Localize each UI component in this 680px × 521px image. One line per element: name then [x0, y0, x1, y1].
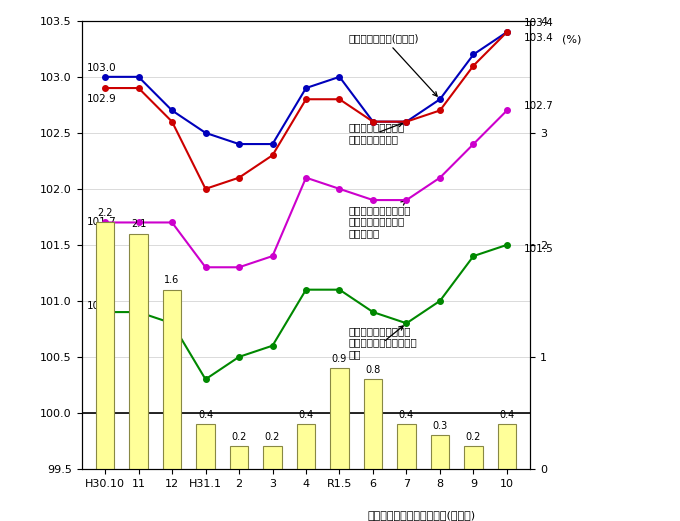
Bar [330, 368, 349, 469]
Bar [197, 424, 215, 469]
Bar [498, 424, 516, 469]
Text: 0.8: 0.8 [365, 365, 381, 375]
Bar [397, 424, 415, 469]
Text: 0.2: 0.2 [231, 432, 247, 442]
Text: 【緑】食料及びエネル
ギーを除く総合　（左目
盛）: 【緑】食料及びエネル ギーを除く総合 （左目 盛） [349, 326, 418, 359]
Text: 102.7: 102.7 [524, 101, 554, 111]
Text: 101.7: 101.7 [86, 217, 116, 228]
Text: 総合指数対前年同月上昇率(右目盛): 総合指数対前年同月上昇率(右目盛) [367, 511, 476, 520]
Text: 0.9: 0.9 [332, 354, 347, 364]
Bar [129, 233, 148, 469]
Bar [430, 436, 449, 469]
Text: (%): (%) [562, 34, 581, 44]
Text: 1009: 1009 [86, 301, 113, 311]
Text: 0.2: 0.2 [265, 432, 280, 442]
Text: 0.4: 0.4 [399, 410, 414, 419]
Text: 2.1: 2.1 [131, 219, 146, 229]
Text: 【青】総合指数(左目盛): 【青】総合指数(左目盛) [349, 33, 437, 96]
Text: 【榮】生鮮食品及びエ
ネルギーを除く総合
（左目盛）: 【榮】生鮮食品及びエ ネルギーを除く総合 （左目盛） [349, 200, 411, 238]
Bar [464, 446, 483, 469]
Text: 0.3: 0.3 [432, 421, 447, 431]
Text: 103.4: 103.4 [524, 18, 554, 29]
Bar [296, 424, 316, 469]
Bar [364, 379, 382, 469]
Text: 0.4: 0.4 [299, 410, 313, 419]
Text: 101.5: 101.5 [524, 244, 554, 254]
Text: 102.9: 102.9 [86, 94, 116, 104]
Text: 0.4: 0.4 [198, 410, 213, 419]
Bar [96, 222, 114, 469]
Bar [230, 446, 248, 469]
Bar [163, 290, 182, 469]
Bar [263, 446, 282, 469]
Text: 【赤】生鮮食品を除
く総合（左目盛）: 【赤】生鮮食品を除 く総合（左目盛） [349, 122, 405, 144]
Text: 103.0: 103.0 [86, 64, 116, 73]
Text: 103.4: 103.4 [524, 33, 554, 43]
Text: 0.2: 0.2 [466, 432, 481, 442]
Text: 0.4: 0.4 [499, 410, 515, 419]
Text: 2.2: 2.2 [97, 208, 113, 218]
Text: 1.6: 1.6 [165, 275, 180, 285]
